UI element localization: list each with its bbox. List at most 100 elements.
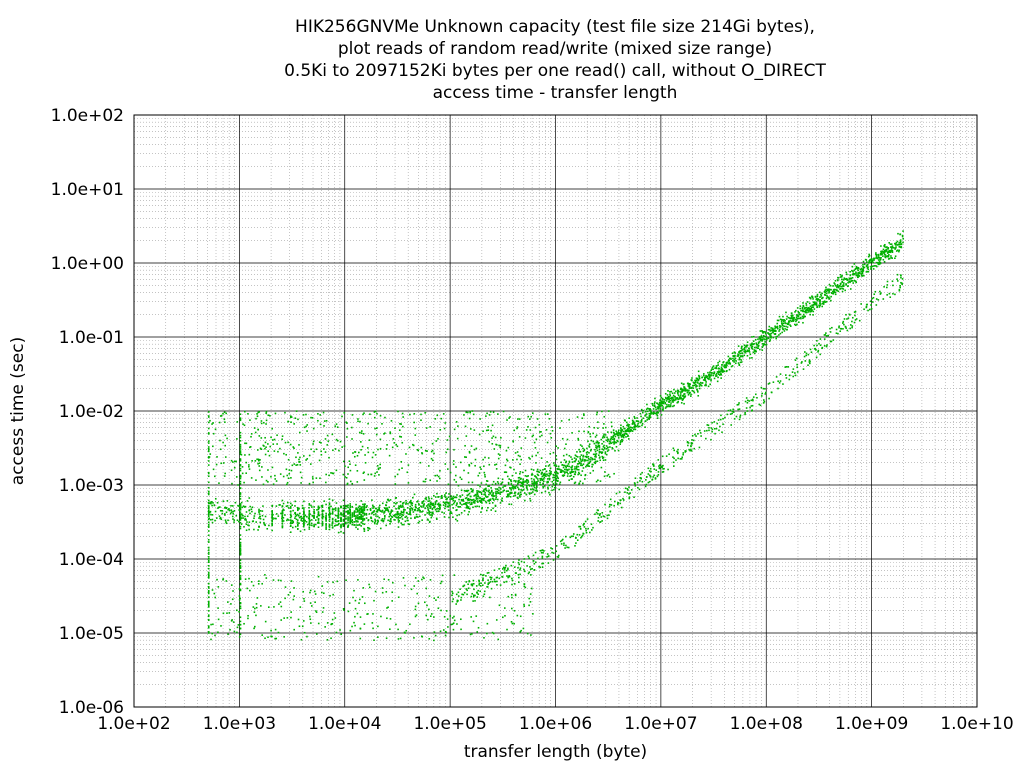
data-point — [321, 524, 324, 527]
data-point — [587, 457, 590, 460]
data-point — [583, 523, 585, 525]
data-point — [873, 257, 876, 260]
data-point — [529, 497, 531, 500]
data-point — [559, 468, 561, 471]
data-point — [394, 475, 396, 478]
data-point — [592, 469, 595, 472]
data-point — [245, 529, 248, 532]
data-point — [809, 308, 812, 311]
data-point — [379, 438, 382, 441]
data-point — [556, 475, 558, 477]
data-point — [520, 493, 522, 496]
data-point — [254, 460, 257, 462]
data-point — [319, 414, 321, 416]
data-point — [364, 454, 366, 456]
data-point — [608, 514, 610, 516]
data-point — [488, 500, 490, 502]
data-point — [444, 463, 447, 465]
data-point — [353, 455, 356, 458]
data-point — [563, 447, 566, 450]
data-point — [698, 446, 701, 449]
data-point — [463, 469, 465, 472]
data-point — [341, 415, 343, 418]
data-point — [231, 619, 233, 621]
data-point — [778, 334, 780, 336]
data-point — [585, 455, 588, 458]
data-point — [207, 432, 210, 434]
data-point — [750, 347, 753, 349]
data-point — [290, 416, 293, 418]
data-point — [822, 296, 824, 299]
data-point — [469, 633, 472, 636]
data-point — [477, 589, 480, 592]
data-point — [603, 435, 605, 437]
data-point — [300, 519, 302, 522]
data-point — [570, 478, 573, 480]
data-point — [262, 518, 265, 521]
data-point — [884, 256, 887, 259]
data-point — [400, 515, 403, 518]
data-point — [674, 398, 676, 400]
data-point — [604, 459, 607, 461]
data-point — [390, 515, 393, 518]
data-point — [875, 254, 878, 257]
data-point — [503, 581, 505, 584]
data-point — [624, 427, 626, 430]
data-point — [317, 505, 320, 508]
data-point — [489, 498, 492, 501]
data-point — [619, 434, 622, 436]
data-point — [728, 361, 731, 364]
data-point — [285, 505, 288, 508]
data-point — [894, 255, 897, 258]
data-point — [757, 338, 759, 341]
data-point — [565, 544, 567, 547]
data-point — [882, 250, 884, 253]
data-point — [301, 625, 304, 628]
data-point — [271, 504, 274, 507]
data-point — [590, 448, 592, 451]
data-point — [872, 261, 874, 264]
data-point — [369, 586, 371, 589]
data-point — [453, 501, 456, 504]
data-point — [422, 506, 425, 508]
data-point — [314, 519, 317, 521]
data-point — [901, 282, 903, 285]
data-point — [581, 445, 583, 448]
data-point — [751, 336, 753, 338]
data-point — [868, 254, 871, 257]
data-point — [802, 309, 804, 311]
data-point — [683, 396, 686, 399]
data-point — [841, 278, 843, 281]
data-point — [579, 456, 581, 458]
data-point — [888, 257, 891, 260]
data-point — [651, 402, 654, 405]
data-point — [439, 470, 441, 472]
data-point — [761, 343, 764, 345]
data-point — [426, 512, 429, 514]
data-point — [649, 467, 652, 470]
data-point — [727, 409, 730, 412]
data-point — [400, 436, 403, 438]
data-point — [303, 515, 305, 517]
data-point — [510, 620, 513, 623]
data-point — [306, 523, 309, 526]
data-point — [578, 534, 581, 536]
data-point — [470, 490, 473, 493]
data-point — [789, 324, 791, 326]
data-point — [481, 506, 484, 509]
data-point — [240, 453, 243, 456]
data-point — [575, 455, 578, 458]
data-point — [654, 397, 656, 400]
data-point — [514, 572, 517, 574]
data-point — [714, 367, 716, 369]
data-point — [252, 606, 255, 608]
data-point — [292, 526, 294, 529]
data-point — [899, 243, 901, 246]
data-point — [210, 501, 212, 503]
data-point — [822, 300, 824, 303]
data-point — [775, 336, 778, 338]
data-point — [315, 610, 317, 612]
data-point — [771, 327, 774, 330]
data-point — [443, 502, 446, 504]
data-point — [289, 415, 292, 417]
